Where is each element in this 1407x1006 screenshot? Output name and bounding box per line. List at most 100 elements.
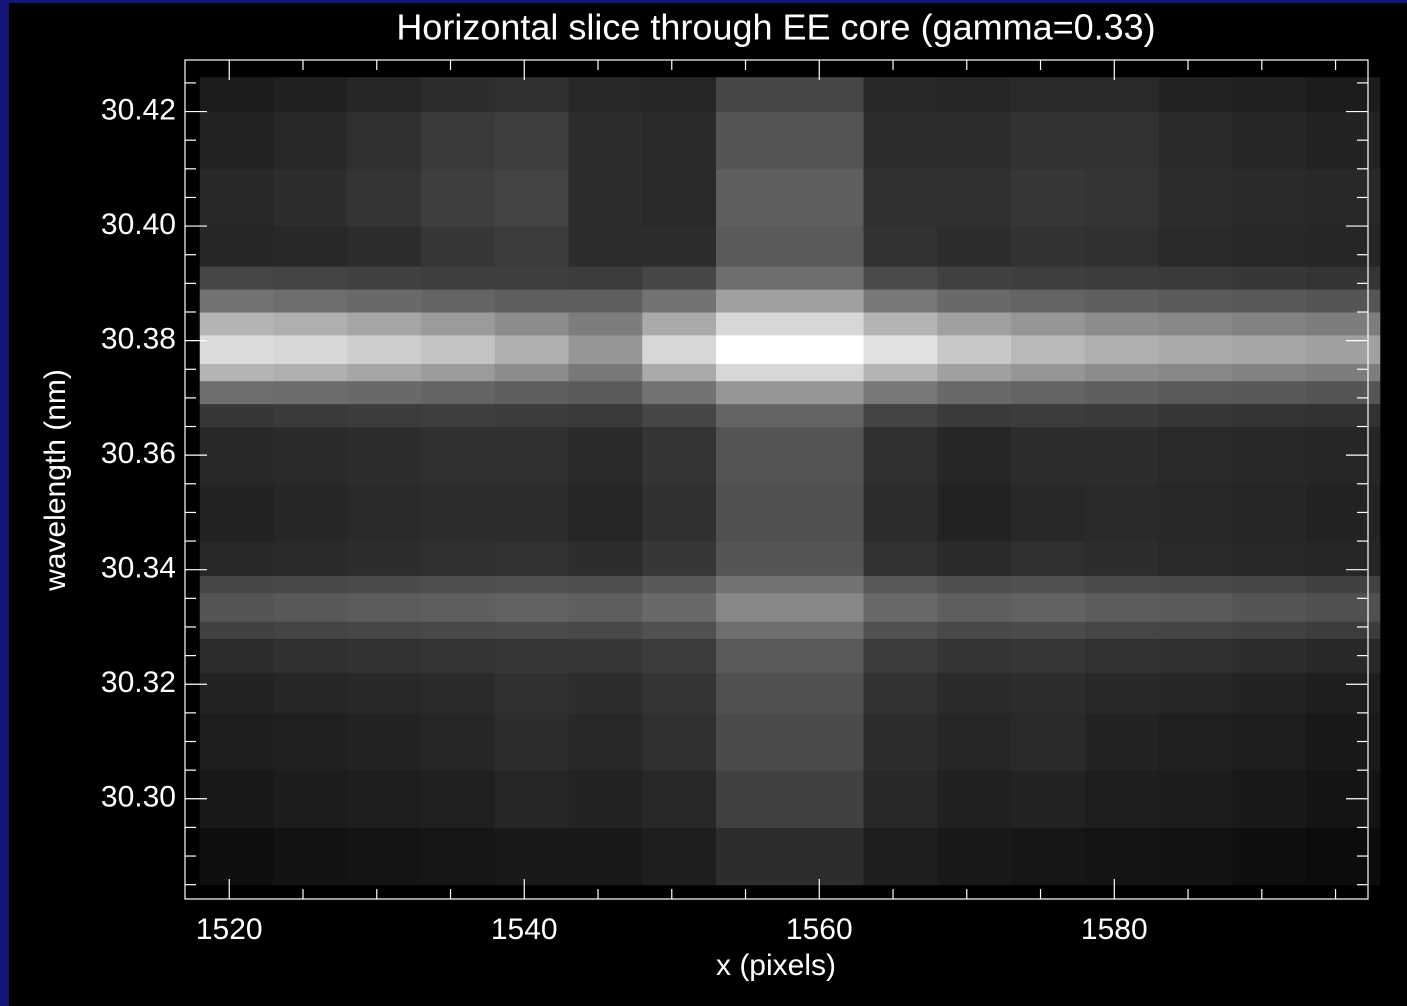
heatmap-cell [1084,226,1160,267]
heatmap-cell [1011,363,1086,382]
heatmap-cell [716,541,791,576]
heatmap-cell [421,672,496,714]
heatmap-cell [1084,426,1160,485]
heatmap-cell [1306,638,1381,674]
heatmap-cell [789,380,865,405]
heatmap-cell [1306,403,1381,428]
heatmap-cell [863,621,938,639]
heatmap-cell [568,380,643,405]
heatmap-cell [1306,111,1381,170]
heatmap-cell [937,77,1012,113]
heatmap-cell [494,827,570,886]
heatmap-cell [1084,672,1160,714]
heatmap-cell [716,334,791,365]
heatmap-cell [421,111,496,170]
heatmap-cell [273,770,348,828]
heatmap-cell [494,334,570,365]
heatmap-cell [1084,770,1160,828]
y-tick-label: 30.34 [101,552,176,585]
heatmap-cell [1158,426,1233,485]
heatmap-cell [1084,363,1160,382]
heatmap-cell [273,311,348,336]
heatmap-cell [1306,380,1381,405]
heatmap-cell [273,672,348,714]
heatmap-cell [1084,712,1160,771]
heatmap-cell [1306,311,1381,336]
heatmap-cell [1011,289,1086,313]
heatmap-cell [1011,168,1086,227]
heatmap-cell [273,289,348,313]
heatmap-cell [273,638,348,674]
heatmap-cell [421,77,496,113]
heatmap-cell [1011,483,1086,542]
heatmap-cell [347,770,422,828]
heatmap-cell [1158,226,1233,267]
heatmap-cell [1306,483,1381,542]
heatmap-cell [1011,334,1086,365]
heatmap-cell [716,575,791,594]
heatmap-cell [1011,426,1086,485]
heatmap-cell [1084,827,1160,886]
heatmap-cell [199,426,275,485]
heatmap-cell [716,483,791,542]
heatmap-cell [199,363,275,382]
heatmap-cell [199,77,275,113]
heatmap-cell [789,77,865,113]
heatmap-cell [1232,827,1307,886]
heatmap-cell [642,289,717,313]
heatmap-cell [1158,638,1233,674]
heatmap-cell [273,403,348,428]
heatmap-cell [1306,712,1381,771]
heatmap-cell [199,289,275,313]
heatmap-cell [1084,575,1160,594]
heatmap-cell [1158,111,1233,170]
heatmap-cell [1084,541,1160,576]
heatmap-cell [642,311,717,336]
heatmap-cell [1011,638,1086,674]
heatmap-cell [1158,712,1233,771]
heatmap-cell [273,226,348,267]
heatmap-cell [1232,770,1307,828]
heatmap-cell [789,111,865,170]
heatmap-cell [347,289,422,313]
heatmap-cell [568,403,643,428]
heatmap-cell [1306,363,1381,382]
heatmap-cell [347,311,422,336]
heatmap-cell [347,712,422,771]
heatmap-cell [937,638,1012,674]
heatmap-cell [937,621,1012,639]
heatmap-cell [716,168,791,227]
heatmap-cell [1158,672,1233,714]
heatmap-cell [421,403,496,428]
heatmap-cell [863,311,938,336]
heatmap-cell [863,672,938,714]
heatmap-cell [1158,168,1233,227]
heatmap-cell [1306,266,1381,290]
heatmap-cell [421,592,496,622]
heatmap-cell [568,168,643,227]
heatmap-cell [1084,638,1160,674]
heatmap-cell [863,827,938,886]
heatmap-cell [789,638,865,674]
heatmap-cell [199,311,275,336]
heatmap-cell [937,334,1012,365]
heatmap-cell [863,483,938,542]
heatmap-cell [273,541,348,576]
heatmap-cell [1084,266,1160,290]
heatmap-cell [789,770,865,828]
heatmap-cell [421,226,496,267]
heatmap-cell [789,712,865,771]
heatmap-cell [568,483,643,542]
heatmap-cell [1306,575,1381,594]
heatmap-cell [273,111,348,170]
heatmap-cell [494,672,570,714]
heatmap-cell [273,363,348,382]
heatmap-cell [937,712,1012,771]
y-tick-label: 30.32 [101,666,176,699]
heatmap-cell [568,311,643,336]
heatmap-cell [863,334,938,365]
heatmap-cell [1011,592,1086,622]
heatmap-cell [1232,363,1307,382]
heatmap-cell [1232,289,1307,313]
heatmap-cell [937,575,1012,594]
